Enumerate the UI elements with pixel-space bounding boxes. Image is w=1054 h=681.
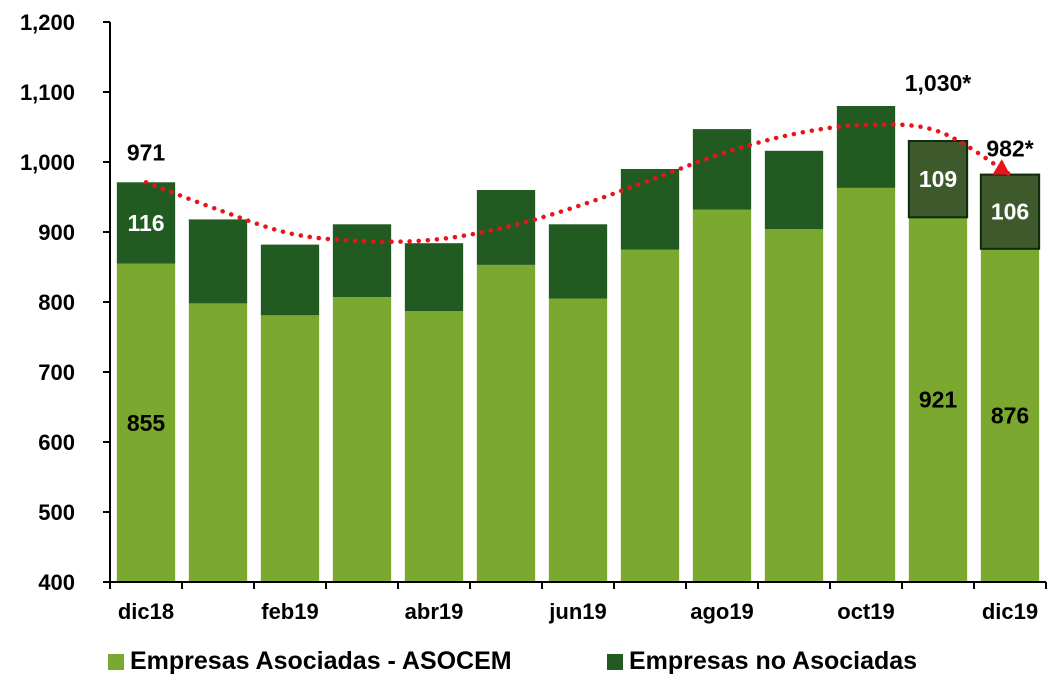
x-tick-label: dic19 [982,599,1038,624]
bar-asociadas-jun19 [548,298,608,582]
data-label-top-dic19: 106 [991,199,1029,225]
bar-no-asociadas-nov19 [907,140,969,219]
trendline-group [143,122,1013,244]
bars-group [116,106,1041,583]
x-tick-label: oct19 [837,599,894,624]
bar-asociadas-oct19 [836,187,896,582]
data-label-total-dic18: 971 [127,139,166,165]
data-label-total-nov19: 1,030* [905,70,972,96]
bar-no-asociadas-mar19 [332,224,392,298]
bar-asociadas-dic19 [980,248,1040,583]
bar-no-asociadas-dic18 [116,182,176,264]
data-label-base-nov19: 921 [919,387,958,413]
y-tick-label: 500 [38,500,75,525]
x-tick-label: feb19 [261,599,318,624]
bar-no-asociadas-jul19 [620,169,680,250]
y-ticks-group: 400 500 600 700 800 900 1,000 1,100 1,200 [20,10,110,595]
y-tick-label: 400 [38,570,75,595]
y-tick-label: 700 [38,360,75,385]
bar-no-asociadas-oct19 [836,106,896,188]
bar-no-asociadas-may19 [476,190,536,265]
bar-asociadas-mar19 [332,297,392,582]
legend: Empresas Asociadas - ASOCEM Empresas no … [0,645,1054,681]
bar-no-asociadas-sep19 [764,150,824,230]
data-label-top-dic18: 116 [127,210,164,236]
legend-swatch-no-asociadas [607,653,623,670]
legend-item-no-asociadas: Empresas no Asociadas [607,647,917,676]
bar-asociadas-feb19 [260,315,320,582]
trendline [143,122,1013,244]
x-tick-label: jun19 [548,599,606,624]
bar-asociadas-ago19 [692,209,752,582]
bar-asociadas-sep19 [764,229,824,582]
bar-asociadas-jul19 [620,249,680,582]
data-label-base-dic18: 855 [127,410,166,436]
data-label-total-dic19: 982* [986,136,1033,162]
y-tick-label: 900 [38,220,75,245]
x-tick-label: dic18 [118,599,174,624]
bar-asociadas-nov19 [908,217,968,583]
bar-no-asociadas-ago19 [692,129,752,210]
bar-asociadas-may19 [476,264,536,582]
legend-item-asociadas: Empresas Asociadas - ASOCEM [108,647,512,676]
y-tick-label: 1,100 [20,80,75,105]
y-tick-label: 600 [38,430,75,455]
y-tick-label: 800 [38,290,75,315]
x-tick-label: ago19 [690,599,754,624]
bar-no-asociadas-abr19 [404,243,464,312]
legend-label-asociadas: Empresas Asociadas - ASOCEM [130,647,512,675]
bar-no-asociadas-jun19 [548,224,608,299]
bar-no-asociadas-ene19 [188,219,248,304]
legend-swatch-asociadas [108,653,124,670]
legend-label-no-asociadas: Empresas no Asociadas [629,647,918,675]
x-tick-label: abr19 [405,599,464,624]
data-label-top-nov19: 109 [919,166,957,192]
y-tick-label: 1,000 [20,150,75,175]
data-label-base-dic19: 876 [991,402,1029,428]
bar-asociadas-dic18 [116,263,176,582]
y-tick-label: 1,200 [20,10,75,35]
trendline-arrowhead [992,159,1010,175]
data-labels-group: 971 116 855 1,030* 109 921 982* 106 876 [127,70,1034,436]
x-ticks-group: dic18 feb19 abr19 jun19 ago19 oct19 dic19 [109,582,1047,624]
bar-no-asociadas-feb19 [260,244,320,316]
bar-asociadas-ene19 [188,303,248,582]
bar-asociadas-abr19 [404,311,464,582]
